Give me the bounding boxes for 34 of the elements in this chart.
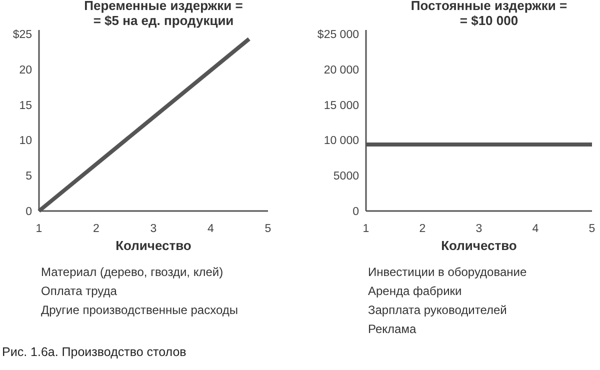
y-tick-label: 10 [19,135,32,148]
chart-title: Переменные издержки = = $5 на ед. продукции [84,0,244,28]
text: Рис. 1.6а. Производство столов [2,345,187,359]
text: Аренда фабрики [368,284,462,298]
y-tick-label: 5 [26,170,32,183]
text: Зарплата руководителей [368,303,507,317]
y-tick-label: $25 [12,29,32,41]
x-axis-title: Количество [441,238,517,253]
x-tick-label: 5 [588,223,596,235]
x-tick-label: 2 [93,223,100,235]
y-tick-label: 15 000 [324,100,359,112]
y-tick-label: 0 [26,206,32,218]
x-tick-label: 3 [150,223,157,235]
text: Реклама [368,322,416,336]
y-tick-label: $25 000 [317,29,359,41]
text: Оплата труда [41,284,118,298]
text: Инвестиции в оборудование [368,265,527,279]
y-tick-label: 0 [352,206,359,218]
x-tick-label: 3 [476,223,482,235]
y-tick-label: 20 000 [324,64,359,76]
x-tick-label: 1 [362,223,370,235]
y-tick-label: 15 [19,100,32,112]
y-tick-label: 20 [19,64,32,76]
x-tick-label: 1 [36,223,42,235]
x-tick-label: 4 [208,223,215,235]
x-tick-label: 2 [419,223,426,235]
x-axis-title: Количество [116,238,192,253]
text: Другие производственные расходы [41,303,238,317]
text: Материал (дерево, гвозди, клей) [41,265,224,279]
chart-title: Постоянные издержки = = $10 000 [410,0,568,28]
y-tick-label: 5000 [333,170,359,183]
x-tick-label: 4 [532,223,540,235]
y-tick-label: 10 000 [324,135,359,148]
x-tick-label: 5 [264,223,272,235]
